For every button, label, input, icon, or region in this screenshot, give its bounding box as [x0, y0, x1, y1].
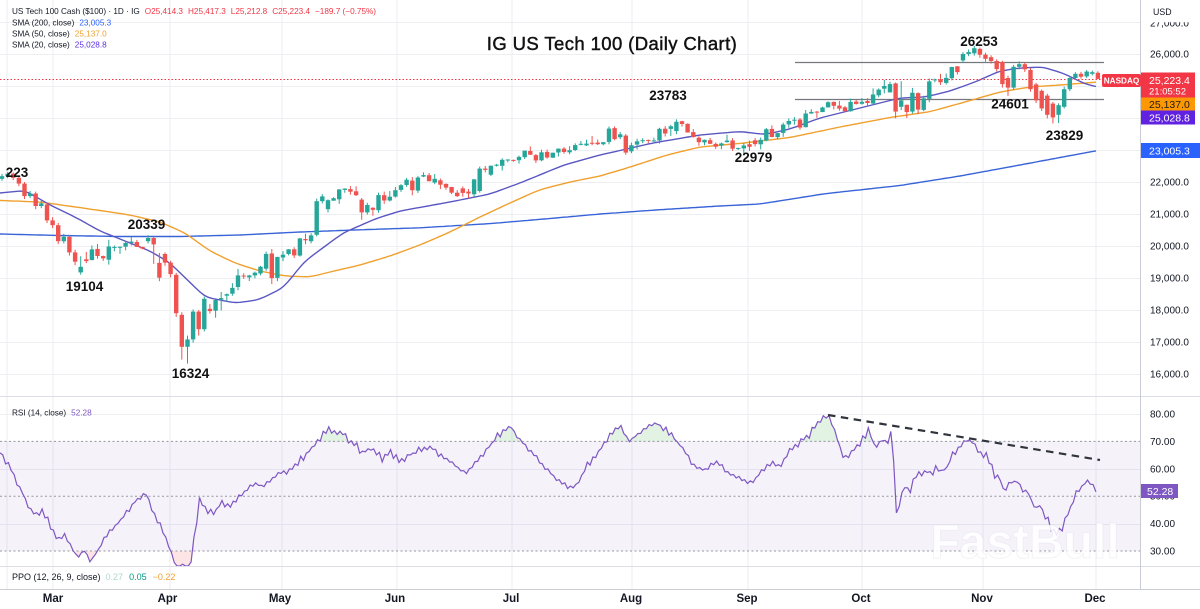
svg-text:Dec: Dec: [1084, 593, 1106, 605]
svg-text:23783: 23783: [649, 88, 687, 103]
svg-text:SMA (20, close)25,028.8: SMA (20, close) 25,028.8: [12, 41, 107, 50]
svg-text:22979: 22979: [735, 150, 773, 165]
svg-text:60.00: 60.00: [1150, 464, 1175, 475]
svg-text:IG US Tech 100 (Daily Chart): IG US Tech 100 (Daily Chart): [487, 33, 737, 54]
svg-text:25,223.4: 25,223.4: [1149, 75, 1190, 87]
svg-text:Nov: Nov: [971, 593, 993, 605]
svg-text:19104: 19104: [66, 279, 104, 294]
svg-text:SMA (200, close)23,005.3: SMA (200, close) 23,005.3: [12, 19, 112, 28]
svg-text:52.28: 52.28: [1147, 486, 1173, 498]
svg-text:Oct: Oct: [851, 593, 870, 605]
svg-text:Jun: Jun: [385, 593, 405, 605]
svg-text:21:05:52: 21:05:52: [1149, 87, 1186, 98]
svg-text:16,000.0: 16,000.0: [1150, 370, 1189, 381]
svg-text:30.00: 30.00: [1150, 547, 1175, 558]
svg-text:25,028.8: 25,028.8: [1149, 112, 1190, 124]
svg-text:17,000.0: 17,000.0: [1150, 338, 1189, 349]
svg-text:RSI (14, close)52.28: RSI (14, close) 52.28: [12, 409, 92, 418]
svg-text:Mar: Mar: [43, 593, 64, 605]
svg-text:80.00: 80.00: [1150, 410, 1175, 421]
svg-text:19,000.0: 19,000.0: [1150, 274, 1189, 285]
svg-text:70.00: 70.00: [1150, 437, 1175, 448]
svg-text:26,000.0: 26,000.0: [1150, 50, 1189, 61]
svg-text:23,005.3: 23,005.3: [1149, 145, 1190, 157]
svg-text:NASDAQ: NASDAQ: [1104, 77, 1140, 86]
svg-text:Jul: Jul: [503, 593, 520, 605]
svg-text:USD: USD: [1153, 7, 1172, 17]
svg-text:40.00: 40.00: [1150, 519, 1175, 530]
svg-text:223: 223: [6, 165, 29, 180]
svg-text:22,000.0: 22,000.0: [1150, 178, 1189, 189]
svg-text:21,000.0: 21,000.0: [1150, 210, 1189, 221]
svg-text:May: May: [269, 593, 292, 605]
svg-text:20339: 20339: [128, 217, 166, 232]
svg-text:SMA (50, close)25,137.0: SMA (50, close) 25,137.0: [12, 30, 107, 39]
svg-text:PPO (12, 26, 9, close)0.270.05: PPO (12, 26, 9, close) 0.27 0.05 −0.22: [12, 572, 175, 582]
svg-text:18,000.0: 18,000.0: [1150, 306, 1189, 317]
svg-text:US Tech 100 Cash ($100) · 1D ·: US Tech 100 Cash ($100) · 1D · IG O25,414…: [12, 7, 376, 16]
svg-text:16324: 16324: [172, 366, 210, 381]
svg-text:20,000.0: 20,000.0: [1150, 242, 1189, 253]
svg-text:Aug: Aug: [620, 593, 642, 605]
svg-text:Apr: Apr: [158, 593, 178, 605]
svg-text:FastBull: FastBull: [930, 516, 1119, 569]
svg-text:Sep: Sep: [736, 593, 757, 605]
svg-text:27,000.0: 27,000.0: [1150, 19, 1189, 30]
svg-text:23829: 23829: [1046, 128, 1084, 143]
svg-text:26253: 26253: [960, 34, 998, 49]
svg-text:24601: 24601: [991, 97, 1029, 112]
svg-text:25,137.0: 25,137.0: [1149, 99, 1190, 111]
